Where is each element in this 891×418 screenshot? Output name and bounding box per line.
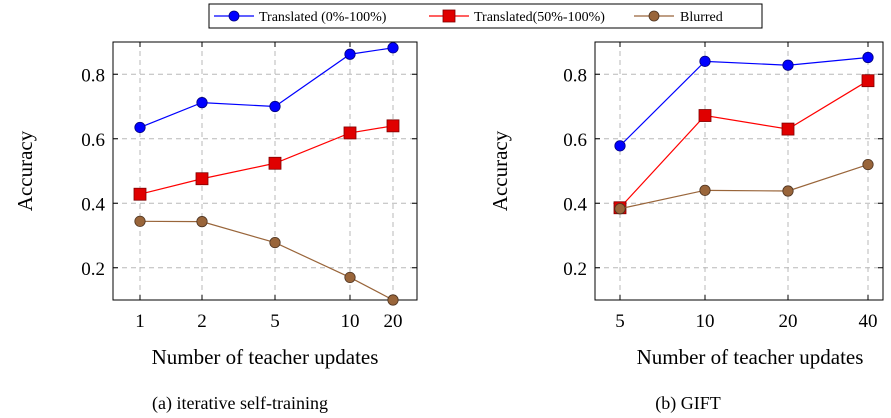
xtick-label: 2 <box>197 311 207 332</box>
ytick-label: 0.6 <box>81 130 105 151</box>
data-point-circle <box>387 294 399 306</box>
data-point-circle <box>862 158 874 171</box>
legend-marker-2 <box>442 9 456 23</box>
grid-b <box>595 42 883 300</box>
data-point-circle <box>699 55 711 67</box>
series-line-1 <box>619 56 869 147</box>
data-point-circle <box>196 97 208 109</box>
chart-panel-a: 0.2 0.4 0.6 0.8 1 2 5 10 20 Number of teacher up… <box>13 41 418 414</box>
data-point-circle <box>614 203 626 215</box>
data-point-square <box>861 74 875 88</box>
series-b <box>613 51 875 215</box>
grid-a <box>113 42 417 300</box>
data-point-circle <box>699 184 711 196</box>
plot-frame-b <box>594 41 884 301</box>
xlabel-a: Number of teacher updates <box>152 345 379 369</box>
ticks-a: 0.2 0.4 0.6 0.8 1 2 5 10 20 <box>81 42 417 332</box>
legend: Translated (0%-100%) Translated(50%-100%… <box>208 3 763 29</box>
series-a <box>133 42 400 306</box>
plot-frame-a <box>112 41 418 301</box>
series-line-3 <box>139 220 394 301</box>
caption-a: (a) iterative self-training <box>152 393 328 414</box>
ticks-b: 0.2 0.4 0.6 0.8 5 10 20 40 <box>563 42 883 332</box>
ylabel-a: Accuracy <box>13 130 37 211</box>
xtick-label: 10 <box>696 311 715 332</box>
data-point-circle <box>387 42 399 54</box>
legend-marker-1 <box>228 10 240 22</box>
ytick-label: 0.2 <box>563 259 587 280</box>
ytick-label: 0.4 <box>81 194 105 215</box>
legend-marker-3 <box>648 10 660 22</box>
ytick-label: 0.8 <box>81 65 105 86</box>
ytick-label: 0.8 <box>563 65 587 86</box>
data-point-circle <box>782 185 794 197</box>
ytick-label: 0.6 <box>563 130 587 151</box>
xtick-label: 5 <box>270 311 280 332</box>
series-line-2 <box>619 80 869 209</box>
ytick-label: 0.4 <box>563 194 587 215</box>
legend-entry-2: Translated(50%-100%) <box>474 10 605 25</box>
ytick-label: 0.2 <box>81 259 105 280</box>
data-point-circle <box>134 121 146 134</box>
data-point-square <box>195 172 209 186</box>
xtick-label: 20 <box>384 311 403 332</box>
series-line-3 <box>619 163 869 210</box>
series-line-1 <box>139 47 394 129</box>
caption-b: (b) GIFT <box>655 393 721 414</box>
data-point-circle <box>344 271 356 284</box>
data-point-circle <box>614 140 626 152</box>
data-point-square <box>781 122 795 136</box>
xtick-label: 40 <box>859 311 878 332</box>
data-point-square <box>268 156 282 170</box>
data-point-square <box>386 119 400 133</box>
xlabel-b: Number of teacher updates <box>637 345 864 369</box>
data-point-circle <box>269 236 281 249</box>
data-point-circle <box>134 215 146 227</box>
xtick-label: 10 <box>341 311 360 332</box>
ylabel-b: Accuracy <box>488 130 512 211</box>
xtick-label: 20 <box>779 311 798 332</box>
xtick-label: 5 <box>615 311 625 332</box>
data-point-circle <box>196 216 208 228</box>
data-point-square <box>343 126 357 140</box>
legend-entry-1: Translated (0%-100%) <box>259 10 387 25</box>
chart-panel-b: 0.2 0.4 0.6 0.8 5 10 20 40 Number of teacher up… <box>488 41 884 414</box>
xtick-label: 1 <box>135 311 145 332</box>
data-point-circle <box>344 48 356 60</box>
data-point-circle <box>782 59 794 71</box>
data-point-circle <box>269 100 281 113</box>
data-point-square <box>698 109 712 122</box>
data-point-square <box>133 187 147 201</box>
legend-entry-3: Blurred <box>680 10 723 25</box>
data-point-circle <box>862 51 874 64</box>
